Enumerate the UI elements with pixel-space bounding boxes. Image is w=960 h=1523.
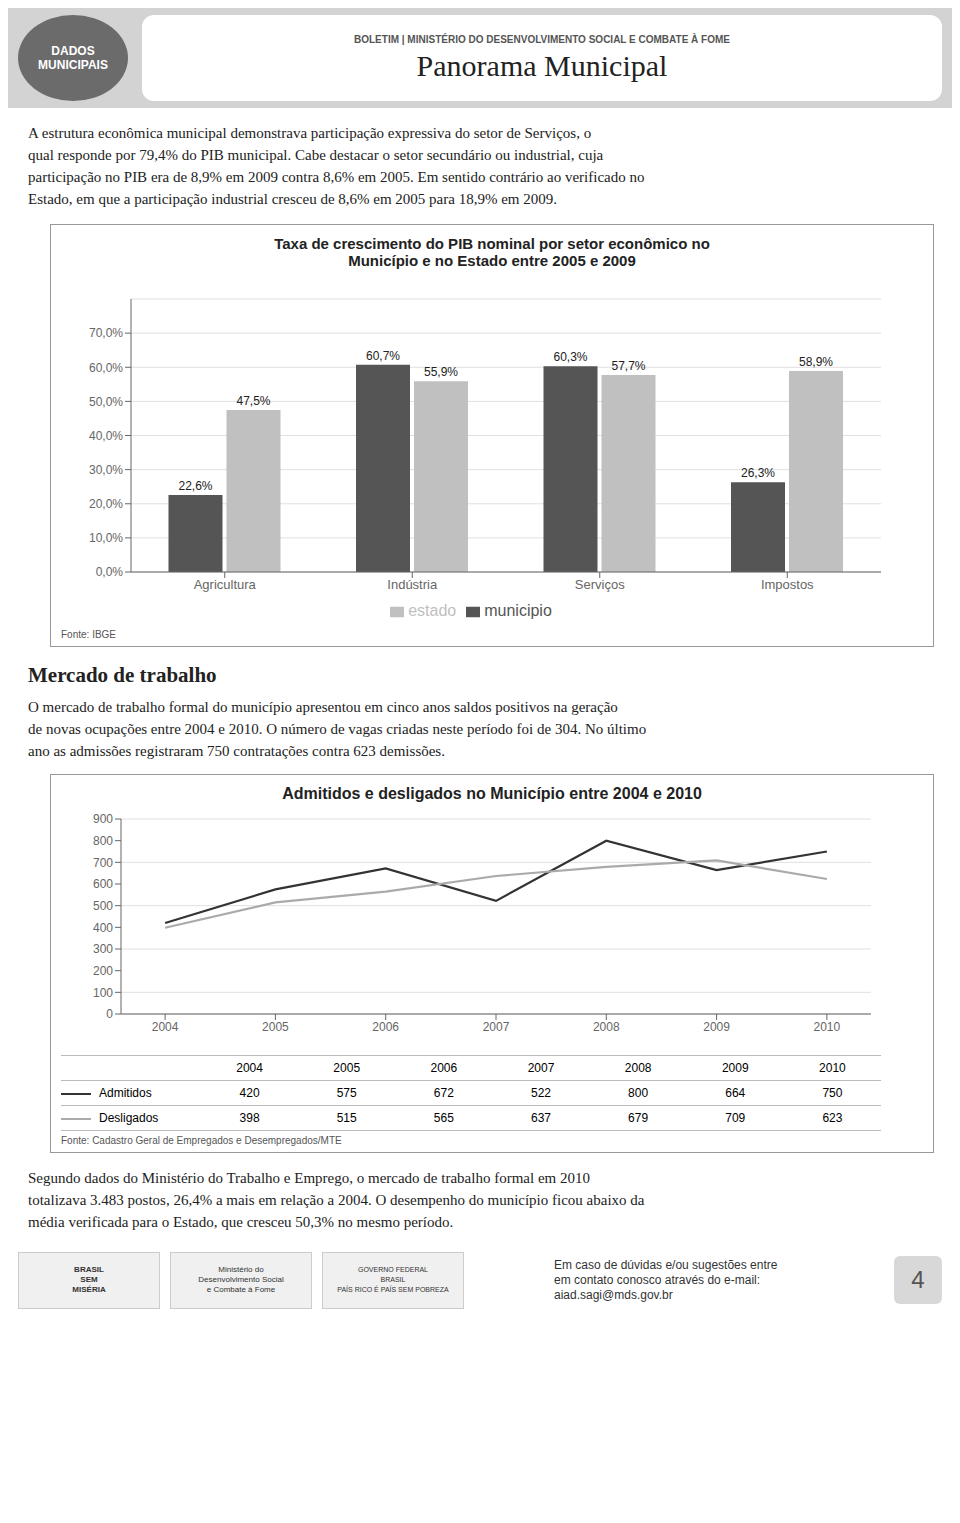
svg-text:2005: 2005 bbox=[262, 1020, 289, 1034]
svg-text:300: 300 bbox=[93, 942, 113, 956]
html-text:O mercado de trabalho formal d: O mercado de trabalho formal do municípi… bbox=[28, 699, 647, 759]
svg-text:2006: 2006 bbox=[372, 1020, 399, 1034]
html-text:municipio: municipio bbox=[484, 602, 552, 619]
html-text:Fonte: Cadastro Geral de Empre: Fonte: Cadastro Geral de Empregados e De… bbox=[61, 1135, 342, 1146]
html-text:Em caso de dúvidas e/ou sugest: Em caso de dúvidas e/ou sugestões entre … bbox=[554, 1257, 778, 1302]
html-text:Ministério do Desenvolvimento: Ministério do Desenvolvimento Social e C… bbox=[198, 1265, 284, 1294]
svg-text:2009: 2009 bbox=[703, 1020, 730, 1034]
svg-text:900: 900 bbox=[93, 812, 113, 826]
html-text:522: 522 bbox=[531, 1086, 551, 1100]
html-text:398: 398 bbox=[239, 1111, 260, 1125]
html-text:664: 664 bbox=[725, 1086, 746, 1100]
html-text:2009: 2009 bbox=[721, 1061, 749, 1075]
html-text:565: 565 bbox=[433, 1111, 454, 1125]
svg-text:47,5%: 47,5% bbox=[236, 394, 270, 408]
svg-text:200: 200 bbox=[93, 964, 113, 978]
html-text:637: 637 bbox=[531, 1111, 551, 1125]
html-text:575: 575 bbox=[336, 1086, 357, 1100]
svg-text:800: 800 bbox=[93, 834, 113, 848]
html-text:estado: estado bbox=[408, 602, 457, 619]
html-text:679: 679 bbox=[628, 1111, 649, 1125]
svg-text:Agricultura: Agricultura bbox=[194, 577, 257, 592]
html-text:2010: 2010 bbox=[819, 1061, 846, 1075]
svg-text:100: 100 bbox=[93, 986, 113, 1000]
svg-text:60,0%: 60,0% bbox=[89, 361, 123, 375]
svg-text:60,3%: 60,3% bbox=[553, 350, 587, 364]
html-text:672: 672 bbox=[433, 1086, 454, 1100]
svg-text:26,3%: 26,3% bbox=[741, 466, 775, 480]
html-text:515: 515 bbox=[336, 1111, 357, 1125]
html-text:623: 623 bbox=[822, 1111, 843, 1125]
svg-text:700: 700 bbox=[93, 856, 113, 870]
html-text:Taxa de crescimento do PIB nom: Taxa de crescimento do PIB nominal por s… bbox=[274, 235, 710, 269]
html-text:Admitidos: Admitidos bbox=[99, 1086, 152, 1100]
html-text:DADOS MUNICIPAIS: DADOS MUNICIPAIS bbox=[38, 44, 108, 72]
svg-text:57,7%: 57,7% bbox=[611, 359, 645, 373]
svg-text:40,0%: 40,0% bbox=[89, 429, 123, 443]
svg-text:55,9%: 55,9% bbox=[424, 365, 458, 379]
svg-text:2008: 2008 bbox=[593, 1020, 620, 1034]
html-text:2004: 2004 bbox=[236, 1061, 263, 1075]
svg-text:Impostos: Impostos bbox=[761, 577, 814, 592]
svg-text:Serviços: Serviços bbox=[575, 577, 625, 592]
html-text:2007: 2007 bbox=[527, 1061, 555, 1075]
html-text:Desligados: Desligados bbox=[99, 1111, 159, 1125]
html-text:800: 800 bbox=[628, 1086, 649, 1100]
svg-text:22,6%: 22,6% bbox=[178, 479, 212, 493]
html-text:Panorama Municipal: Panorama Municipal bbox=[416, 48, 668, 82]
html-text:750: 750 bbox=[822, 1086, 843, 1100]
svg-text:0,0%: 0,0% bbox=[96, 565, 124, 579]
svg-text:20,0%: 20,0% bbox=[89, 497, 123, 511]
svg-text:2004: 2004 bbox=[152, 1020, 179, 1034]
svg-text:600: 600 bbox=[93, 877, 113, 891]
svg-text:58,9%: 58,9% bbox=[799, 355, 833, 369]
html-text:Mercado de trabalho: Mercado de trabalho bbox=[28, 663, 217, 687]
svg-text:30,0%: 30,0% bbox=[89, 463, 123, 477]
svg-text:Indústria: Indústria bbox=[387, 577, 438, 592]
svg-text:50,0%: 50,0% bbox=[89, 395, 123, 409]
svg-text:2010: 2010 bbox=[814, 1020, 841, 1034]
html-text:420: 420 bbox=[239, 1086, 260, 1100]
html-text:Segundo dados do Ministério do: Segundo dados do Ministério do Trabalho … bbox=[28, 1170, 645, 1230]
html-text:4: 4 bbox=[911, 1266, 925, 1293]
html-text:BOLETIM | MINISTÉRIO DO DESENV: BOLETIM | MINISTÉRIO DO DESENVOLVIMENTO … bbox=[354, 33, 730, 45]
svg-text:60,7%: 60,7% bbox=[366, 349, 400, 363]
svg-text:400: 400 bbox=[93, 921, 113, 935]
html-text:Fonte: IBGE: Fonte: IBGE bbox=[61, 629, 116, 640]
svg-text:2007: 2007 bbox=[483, 1020, 510, 1034]
html-text:A estrutura econômica municipa: A estrutura econômica municipal demonstr… bbox=[28, 125, 645, 207]
html-text:Admitidos e desligados no Muni: Admitidos e desligados no Município entr… bbox=[282, 785, 702, 802]
svg-text:500: 500 bbox=[93, 899, 113, 913]
html-text:2005: 2005 bbox=[333, 1061, 361, 1075]
svg-text:70,0%: 70,0% bbox=[89, 326, 123, 340]
svg-text:10,0%: 10,0% bbox=[89, 531, 123, 545]
html-text:709: 709 bbox=[725, 1111, 746, 1125]
html-text:2008: 2008 bbox=[624, 1061, 652, 1075]
svg-text:0: 0 bbox=[106, 1007, 113, 1021]
html-text:2006: 2006 bbox=[430, 1061, 458, 1075]
html-text:GOVERNO FEDERAL BRASIL PAÍS RI: GOVERNO FEDERAL BRASIL PAÍS RICO É PAÍS … bbox=[337, 1266, 449, 1293]
html-text:BRASIL SEM MISÉRIA: BRASIL SEM MISÉRIA bbox=[72, 1265, 106, 1294]
